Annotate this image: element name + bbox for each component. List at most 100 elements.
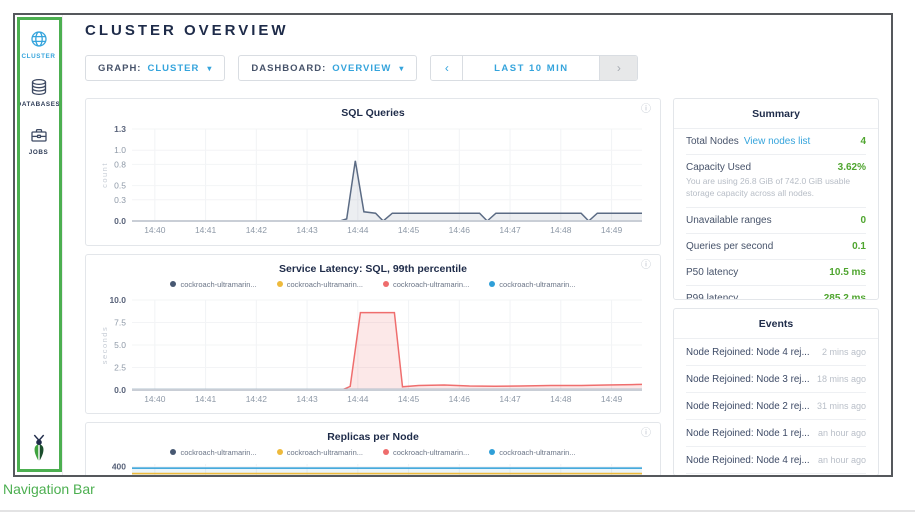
legend-label: cockroach-ultramarin... <box>499 447 576 457</box>
briefcase-icon <box>30 128 47 142</box>
right-column: Summary Total Nodes View nodes list 4 <box>673 98 879 475</box>
event-label: Node Rejoined: Node 1 rej... <box>686 427 810 439</box>
legend-item: cockroach-ultramarin... <box>383 446 469 458</box>
svg-text:1.0: 1.0 <box>114 145 126 155</box>
svg-text:14:49: 14:49 <box>601 394 623 404</box>
sidebar-item-label: DATABASES <box>16 101 61 108</box>
navigation-bar: CLUSTER DATABASES <box>15 15 63 475</box>
svg-text:14:42: 14:42 <box>246 225 268 235</box>
summary-row: Queries per second 0.1 <box>686 234 866 260</box>
info-icon[interactable]: ⓘ <box>641 428 651 439</box>
replicas-plot: 40014:4014:4114:4214:4314:4414:4514:4614… <box>112 462 642 475</box>
series-dot-icon <box>276 281 283 287</box>
svg-text:14:44: 14:44 <box>347 394 369 404</box>
sql-queries-plot: 0.0 0.3 0.5 0.8 1.0 1.3 14:40 14:41 14:42 14:43 14… <box>100 124 642 235</box>
event-time: 18 mins ago <box>816 373 866 384</box>
svg-text:14:49: 14:49 <box>601 225 623 235</box>
svg-text:14:41: 14:41 <box>195 225 217 235</box>
legend-label: cockroach-ultramarin... <box>499 279 576 289</box>
dashboard-dropdown-label: DASHBOARD: <box>251 62 327 74</box>
events-title: Events <box>674 309 878 339</box>
chart-title: SQL Queries <box>341 107 405 119</box>
charts-column: SQL Queries ⓘ 0.0 0.3 0.5 0.8 1.0 1.3 14:40 14:… <box>85 98 661 475</box>
svg-text:14:47: 14:47 <box>499 225 521 235</box>
legend-label: cockroach-ultramarin... <box>180 447 257 457</box>
legend-item: cockroach-ultramarin... <box>170 278 257 290</box>
info-icon[interactable]: ⓘ <box>641 260 651 271</box>
summary-note: You are using 26.8 GiB of 742.0 GiB usab… <box>686 176 851 198</box>
chevron-down-icon: ▾ <box>207 63 213 73</box>
summary-label: P50 latency <box>686 266 739 278</box>
event-time: an hour ago <box>817 427 866 438</box>
svg-text:5.0: 5.0 <box>114 340 126 350</box>
content-row: SQL Queries ⓘ 0.0 0.3 0.5 0.8 1.0 1.3 14:40 14:… <box>85 98 879 475</box>
time-next-button[interactable]: › <box>599 56 638 80</box>
chart-legend: cockroach-ultramarin... cockroach-ultram… <box>98 278 648 290</box>
event-label: Node Rejoined: Node 3 rej... <box>686 373 810 385</box>
svg-text:14:40: 14:40 <box>144 394 166 404</box>
cockroachdb-logo[interactable] <box>26 434 52 467</box>
svg-text:14:46: 14:46 <box>449 394 471 404</box>
chevron-down-icon: ▾ <box>399 63 405 73</box>
summary-label: P99 latency <box>686 292 739 300</box>
svg-text:10.0: 10.0 <box>109 295 126 305</box>
svg-text:0.0: 0.0 <box>114 385 126 395</box>
legend-item: cockroach-ultramarin... <box>276 278 363 290</box>
sidebar-item-cluster[interactable]: CLUSTER <box>22 29 56 60</box>
page-title: CLUSTER OVERVIEW <box>85 22 289 39</box>
bottom-divider <box>0 510 915 512</box>
summary-value: 0.1 <box>852 240 866 252</box>
time-prev-button[interactable]: ‹ <box>431 56 464 80</box>
legend-item: cockroach-ultramarin... <box>170 446 257 458</box>
legend-label: cockroach-ultramarin... <box>286 279 363 289</box>
event-time: an hour ago <box>817 454 866 465</box>
sidebar-item-jobs[interactable]: JOBS <box>29 125 49 156</box>
event-label: Node Rejoined: Node 2 rej... <box>686 400 810 412</box>
view-nodes-link[interactable]: View nodes list <box>743 136 811 147</box>
svg-text:14:47: 14:47 <box>499 394 521 404</box>
events-panel: Events Node Rejoined: Node 4 rej... 2 mi… <box>673 308 879 475</box>
app-window: CLUSTER DATABASES <box>13 13 893 477</box>
summary-row: P99 latency 285.2 ms <box>686 286 866 300</box>
summary-value: 3.62% <box>837 162 866 173</box>
series-dot-icon <box>276 449 283 455</box>
annotation-caption: Navigation Bar <box>3 481 95 497</box>
event-label: Node Rejoined: Node 4 rej... <box>686 346 810 358</box>
svg-text:7.5: 7.5 <box>114 318 126 328</box>
summary-row-line: Unavailable ranges 0 <box>686 215 866 226</box>
svg-text:14:48: 14:48 <box>550 394 572 404</box>
summary-row-line: P99 latency 285.2 ms <box>686 292 866 300</box>
event-row: Node Rejoined: Node 4 rej... an hour ago <box>686 447 866 474</box>
summary-label: Total Nodes <box>686 136 739 147</box>
event-label: Node Rejoined: Node 4 rej... <box>686 454 810 466</box>
svg-text:14:48: 14:48 <box>550 225 572 235</box>
event-row: Node Rejoined: Node 2 rej... 31 mins ago <box>686 393 866 420</box>
info-icon[interactable]: ⓘ <box>641 104 651 115</box>
svg-text:14:40: 14:40 <box>144 225 166 235</box>
svg-text:count: count <box>100 162 109 188</box>
legend-label: cockroach-ultramarin... <box>180 279 257 289</box>
summary-row: Capacity Used 3.62% You are using 26.8 G… <box>686 155 866 208</box>
legend-label: cockroach-ultramarin... <box>393 279 470 289</box>
dashboard-dropdown[interactable]: DASHBOARD: OVERVIEW ▾ <box>238 55 418 81</box>
chart-title: Replicas per Node <box>327 431 419 443</box>
legend-label: cockroach-ultramarin... <box>393 447 470 457</box>
summary-row: Unavailable ranges 0 <box>686 208 866 234</box>
time-range-selector: ‹ LAST 10 MIN › <box>430 55 639 81</box>
sidebar-item-databases[interactable]: DATABASES <box>17 77 61 108</box>
event-row: Node Rejoined: Node 3 rej... 18 mins ago <box>686 366 866 393</box>
summary-row-line: Total Nodes View nodes list 4 <box>686 136 866 147</box>
graph-dropdown[interactable]: GRAPH: CLUSTER ▾ <box>85 55 226 81</box>
time-range-label[interactable]: LAST 10 MIN <box>463 56 600 80</box>
summary-panel: Summary Total Nodes View nodes list 4 <box>673 98 879 300</box>
svg-text:14:41: 14:41 <box>195 394 217 404</box>
event-rows: Node Rejoined: Node 4 rej... 2 mins ago … <box>674 339 878 474</box>
dashboard-dropdown-value: OVERVIEW <box>332 62 392 74</box>
graph-dropdown-label: GRAPH: <box>98 62 142 74</box>
chart-replicas-per-node: Replicas per Node ⓘ cockroach-ultramarin… <box>85 422 661 475</box>
event-row: Node Rejoined: Node 1 rej... an hour ago <box>686 420 866 447</box>
service-latency-plot: 0.0 2.5 5.0 7.5 10.0 14:40 14:41 14:42 14:43 14:4… <box>100 295 643 404</box>
cockroach-icon <box>33 434 44 461</box>
event-time: 31 mins ago <box>816 400 866 411</box>
